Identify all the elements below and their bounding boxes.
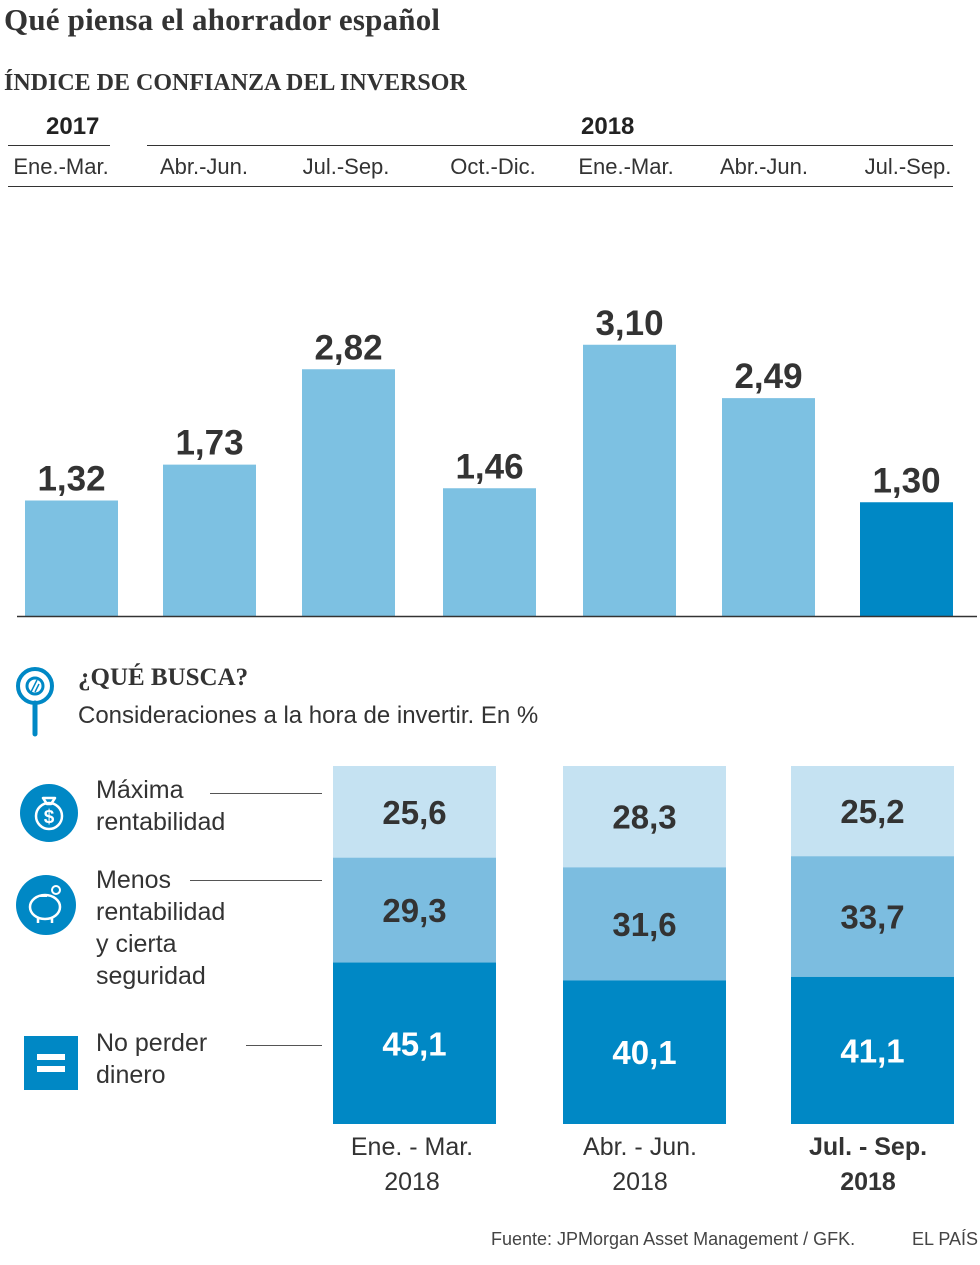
- column-label: Ene. - Mar. 2018: [350, 1133, 474, 1196]
- segment-value-label: 29,3: [382, 892, 446, 929]
- year-divider-2017: [8, 145, 110, 146]
- segment-value-label: 25,2: [840, 793, 904, 830]
- bar: [25, 500, 118, 616]
- bar-value-label: 2,49: [734, 357, 802, 396]
- bar-value-label: 3,10: [595, 304, 663, 343]
- stack-segment: [563, 867, 726, 981]
- bar: [163, 464, 256, 616]
- money-bag-icon: $: [20, 784, 78, 842]
- stack-segment: [563, 766, 726, 868]
- bar: [302, 369, 395, 616]
- segment-value-label: 33,7: [840, 899, 904, 936]
- legend-leader-line: [190, 880, 322, 881]
- magnifier-icon: [16, 667, 54, 737]
- segment-value-label: 25,6: [382, 794, 446, 831]
- source-note: Fuente: JPMorgan Asset Management / GFK.: [491, 1229, 856, 1249]
- stack-segment: [791, 766, 954, 857]
- stack-segment: [333, 766, 496, 858]
- stack-segment: [791, 976, 954, 1124]
- bar-value-label: 2,82: [314, 328, 382, 367]
- period-label: Jul.-Sep.: [864, 154, 952, 179]
- piggy-bank-icon: [16, 875, 76, 935]
- confidence-bar-chart: 1,32 1,73 2,82 1,46 3,10 2,49 1,30: [17, 304, 977, 618]
- bar-value-label: 1,32: [37, 460, 105, 499]
- stack-segment: [333, 857, 496, 963]
- chart-subtitle: ÍNDICE DE CONFIANZA DEL INVERSOR: [4, 70, 467, 96]
- column-label: Jul. - Sep. 2018: [808, 1133, 928, 1196]
- stack-segment: [333, 962, 496, 1124]
- stack-segment: [791, 856, 954, 977]
- bar-value-label: 1,73: [175, 424, 243, 463]
- segment-value-label: 40,1: [612, 1034, 676, 1071]
- bar-value-label: 1,30: [872, 461, 940, 500]
- bar: [583, 344, 676, 616]
- period-label: Ene.-Mar.: [13, 154, 109, 179]
- period-label: Abr.-Jun.: [719, 154, 809, 179]
- equals-icon: [24, 1036, 78, 1090]
- period-label: Abr.-Jun.: [159, 154, 249, 179]
- stack-segment: [563, 980, 726, 1124]
- segment-value-label: 28,3: [612, 799, 676, 836]
- segment-value-label: 41,1: [840, 1032, 904, 1069]
- legend-leader-line: [246, 1045, 322, 1046]
- chart-title: Qué piensa el ahorrador español: [4, 2, 441, 37]
- column-label: Abr. - Jun. 2018: [583, 1133, 697, 1196]
- segment-value-label: 45,1: [382, 1025, 446, 1062]
- year-label-2018: 2018: [581, 113, 635, 140]
- section-title: ¿QUÉ BUSCA?: [78, 664, 249, 691]
- legend-label-menos-rentabilidad: Menos rentabilidad y cierta seguridad: [96, 866, 226, 990]
- legend-label-max-rentabilidad: Máxima rentabilidad: [96, 776, 226, 836]
- legend-label-no-perder: No perder dinero: [96, 1029, 208, 1089]
- svg-text:$: $: [44, 807, 55, 828]
- bar: [860, 502, 953, 616]
- period-label: Jul.-Sep.: [302, 154, 390, 179]
- period-label: Ene.-Mar.: [578, 154, 674, 179]
- year-label-2017: 2017: [46, 113, 100, 140]
- year-divider-2018: [147, 145, 953, 146]
- publisher-brand: EL PAÍS: [912, 1229, 979, 1249]
- bar: [443, 488, 536, 616]
- period-label: Oct.-Dic.: [450, 154, 536, 179]
- section-subtitle: Consideraciones a la hora de invertir. E…: [78, 702, 539, 729]
- legend-leader-line: [210, 793, 322, 794]
- period-divider: [8, 186, 953, 187]
- segment-value-label: 31,6: [612, 906, 676, 943]
- bar: [722, 398, 815, 616]
- bar-value-label: 1,46: [455, 447, 523, 486]
